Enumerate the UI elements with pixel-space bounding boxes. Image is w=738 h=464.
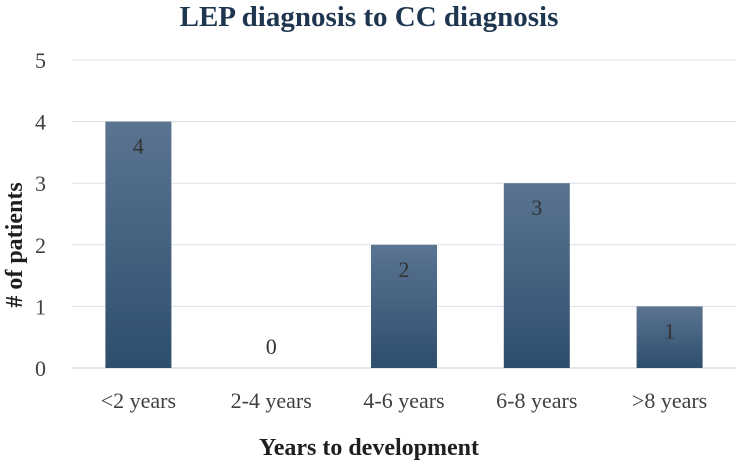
chart-title: LEP diagnosis to CC diagnosis bbox=[180, 1, 559, 33]
x-tick-label: 6-8 years bbox=[496, 388, 577, 413]
y-tick-label: 0 bbox=[35, 356, 46, 381]
y-axis-ticks: 0 1 2 3 4 5 bbox=[35, 48, 46, 381]
x-tick-label: >8 years bbox=[632, 388, 707, 413]
data-label: 3 bbox=[531, 195, 542, 220]
x-tick-label: <2 years bbox=[101, 388, 176, 413]
x-axis-title: Years to development bbox=[259, 435, 479, 461]
data-label: 4 bbox=[133, 134, 144, 159]
y-axis-title: # of patients bbox=[2, 182, 28, 307]
x-tick-label: 2-4 years bbox=[231, 388, 312, 413]
bar bbox=[371, 244, 437, 368]
data-label: 1 bbox=[664, 318, 675, 343]
data-label: 2 bbox=[399, 257, 410, 282]
data-labels: 4 0 2 3 1 bbox=[133, 134, 675, 359]
y-tick-label: 1 bbox=[35, 294, 46, 319]
x-axis-ticks: <2 years 2-4 years 4-6 years 6-8 years >8 ye… bbox=[101, 388, 708, 413]
bar bbox=[105, 121, 172, 368]
bar bbox=[636, 306, 703, 368]
y-tick-label: 5 bbox=[35, 48, 46, 73]
y-tick-label: 3 bbox=[35, 171, 46, 196]
bars bbox=[105, 121, 703, 368]
data-label: 0 bbox=[266, 334, 277, 359]
bar bbox=[503, 183, 570, 368]
y-tick-label: 2 bbox=[35, 233, 46, 258]
y-tick-label: 4 bbox=[35, 110, 46, 135]
x-tick-label: 4-6 years bbox=[363, 388, 444, 413]
